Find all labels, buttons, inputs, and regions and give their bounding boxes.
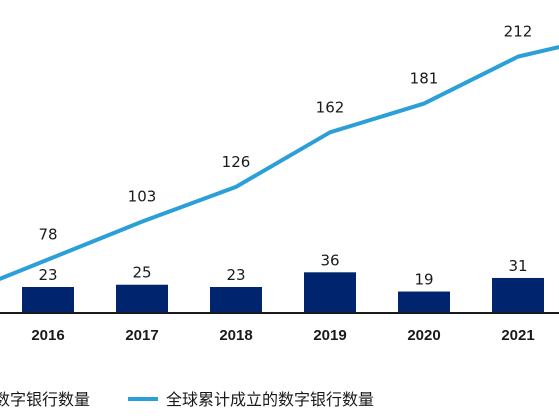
legend: 数字银行数量 全球累计成立的数字银行数量 [0,390,374,409]
line-value-label-2018: 126 [222,153,251,171]
x-tick-label-2019: 2019 [313,327,346,344]
line-value-label-2017: 103 [128,188,157,206]
line-value-label-2019: 162 [316,98,345,116]
line-value-label-2020: 181 [410,70,439,88]
x-tick-label-2017: 2017 [125,327,158,344]
bar-2017 [116,284,168,313]
bar-2019 [304,272,356,313]
bar-value-label-2016: 23 [38,266,57,284]
x-tick-label-2016: 2016 [31,327,64,344]
x-tick-label-2021: 2021 [501,327,534,344]
x-tick-label-2018: 2018 [219,327,252,344]
line-series [0,45,559,281]
bar-value-label-2018: 23 [226,266,245,284]
line-path [0,45,559,281]
bar-2021 [492,277,544,313]
bar-value-label-2019: 36 [320,251,339,269]
bar-value-label-2021: 31 [508,257,527,275]
bar-2020 [398,291,450,313]
legend-label-line-series: 全球累计成立的数字银行数量 [166,390,374,409]
line-value-label-2021: 212 [504,23,533,41]
bar-value-label-2020: 19 [414,271,433,289]
x-axis-ticks: 2016 2017 2018 2019 2020 2021 [31,327,534,344]
bar-value-label-2017: 25 [132,264,151,282]
x-tick-label-2020: 2020 [407,327,440,344]
bar-2018 [210,287,262,313]
data-labels: 23 25 23 36 19 31 78 103 126 162 181 212 [38,23,532,289]
bar-2016 [22,287,74,313]
bar-series [22,272,544,313]
legend-label-bar-series: 数字银行数量 [0,390,90,409]
line-value-label-2016: 78 [38,226,57,244]
